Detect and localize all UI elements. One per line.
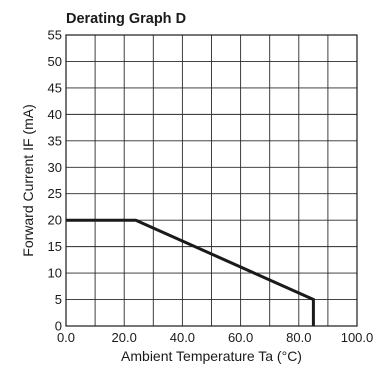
x-tick-label: 80.0 <box>286 330 311 345</box>
series-group <box>66 218 315 326</box>
y-tick-label: 15 <box>48 239 62 254</box>
chart-title: Derating Graph D <box>66 11 186 27</box>
y-tick-label: 55 <box>48 28 62 43</box>
y-tick-label: 10 <box>48 266 62 281</box>
grid <box>65 34 358 327</box>
y-tick-label: 30 <box>48 160 62 175</box>
series-line-0 <box>66 218 315 326</box>
y-axis-label: Forward Current IF (mA) <box>20 104 36 256</box>
y-tick-label: 0 <box>55 319 62 334</box>
y-tick-label: 5 <box>55 292 62 307</box>
x-tick-label: 100.0 <box>341 330 374 345</box>
x-tick-label: 20.0 <box>112 330 137 345</box>
y-tick-label: 40 <box>48 107 62 122</box>
y-tick-label: 50 <box>48 54 62 69</box>
y-tick-label: 25 <box>48 186 62 201</box>
plot-frame <box>65 34 358 327</box>
x-axis-label: Ambient Temperature Ta (°C) <box>121 348 302 364</box>
y-tick-label: 20 <box>48 213 62 228</box>
x-tick-label: 40.0 <box>170 330 195 345</box>
y-tick-label: 35 <box>48 133 62 148</box>
x-axis-ticks: 0.0 20.0 40.0 60.0 80.0 100.0 <box>57 330 373 345</box>
y-tick-label: 45 <box>48 80 62 95</box>
y-axis-ticks: 0 5 10 15 20 25 30 35 40 45 50 55 <box>48 28 62 334</box>
x-tick-label: 60.0 <box>228 330 253 345</box>
x-tick-label: 0.0 <box>57 330 75 345</box>
